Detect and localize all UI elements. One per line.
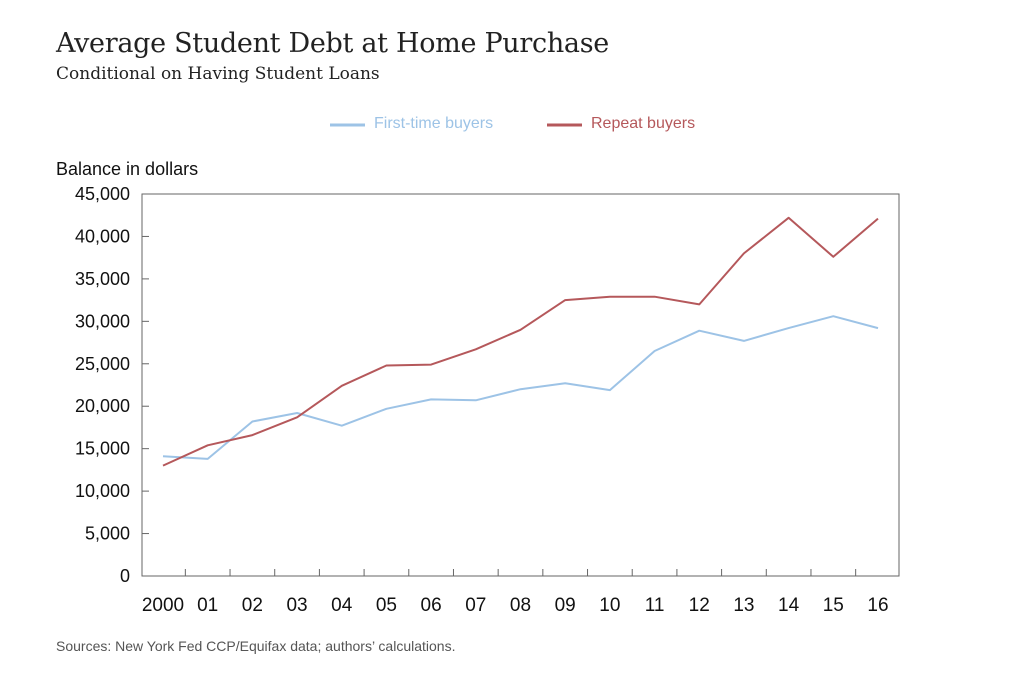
legend: First-time buyers Repeat buyers bbox=[330, 115, 695, 132]
chart-title: Average Student Debt at Home Purchase bbox=[56, 28, 609, 59]
y-axis-label: Balance in dollars bbox=[56, 159, 198, 179]
x-tick-label: 13 bbox=[733, 595, 754, 616]
x-tick-label: 07 bbox=[465, 595, 486, 616]
x-tick-label: 06 bbox=[421, 595, 442, 616]
source-note: Sources: New York Fed CCP/Equifax data; … bbox=[56, 638, 456, 654]
x-tick-label: 14 bbox=[778, 595, 800, 616]
x-tick-label: 09 bbox=[555, 595, 576, 616]
y-tick-label: 30,000 bbox=[75, 311, 130, 331]
x-axis: 2000 01 02 03 04 05 06 07 08 09 10 11 12 13 14 15 16 bbox=[142, 569, 889, 616]
series-line-repeat-buyers bbox=[162, 216, 879, 467]
y-tick-label: 5,000 bbox=[85, 524, 130, 544]
x-tick-label: 08 bbox=[510, 595, 531, 616]
x-tick-label: 11 bbox=[645, 595, 665, 616]
y-tick-label: 15,000 bbox=[75, 439, 130, 459]
y-tick-label: 35,000 bbox=[75, 269, 130, 289]
x-tick-label: 03 bbox=[286, 595, 307, 616]
chart-subtitle: Conditional on Having Student Loans bbox=[56, 64, 380, 84]
x-tick-label: 01 bbox=[197, 595, 218, 616]
series-layer bbox=[162, 216, 879, 467]
y-tick-label: 40,000 bbox=[75, 226, 130, 246]
y-tick-label: 45,000 bbox=[75, 184, 130, 204]
plot-frame bbox=[141, 193, 900, 577]
x-tick-label: 2000 bbox=[142, 595, 184, 616]
legend-label-repeat-buyers: Repeat buyers bbox=[591, 115, 695, 132]
y-axis: 0 5,000 10,000 15,000 20,000 25,000 30,000 35,0… bbox=[75, 184, 149, 586]
y-tick-label: 25,000 bbox=[75, 354, 130, 374]
x-tick-label: 16 bbox=[867, 595, 888, 616]
legend-label-first-time-buyers: First-time buyers bbox=[374, 115, 493, 132]
y-tick-label: 0 bbox=[120, 566, 130, 586]
x-tick-label: 15 bbox=[823, 595, 844, 616]
x-tick-label: 12 bbox=[689, 595, 710, 616]
x-tick-label: 04 bbox=[331, 595, 353, 616]
x-tick-label: 02 bbox=[242, 595, 263, 616]
y-tick-label: 20,000 bbox=[75, 396, 130, 416]
x-tick-label: 10 bbox=[599, 595, 620, 616]
y-tick-label: 10,000 bbox=[75, 481, 130, 501]
x-tick-label: 05 bbox=[376, 595, 397, 616]
series-line-first-time-buyers bbox=[162, 315, 879, 460]
